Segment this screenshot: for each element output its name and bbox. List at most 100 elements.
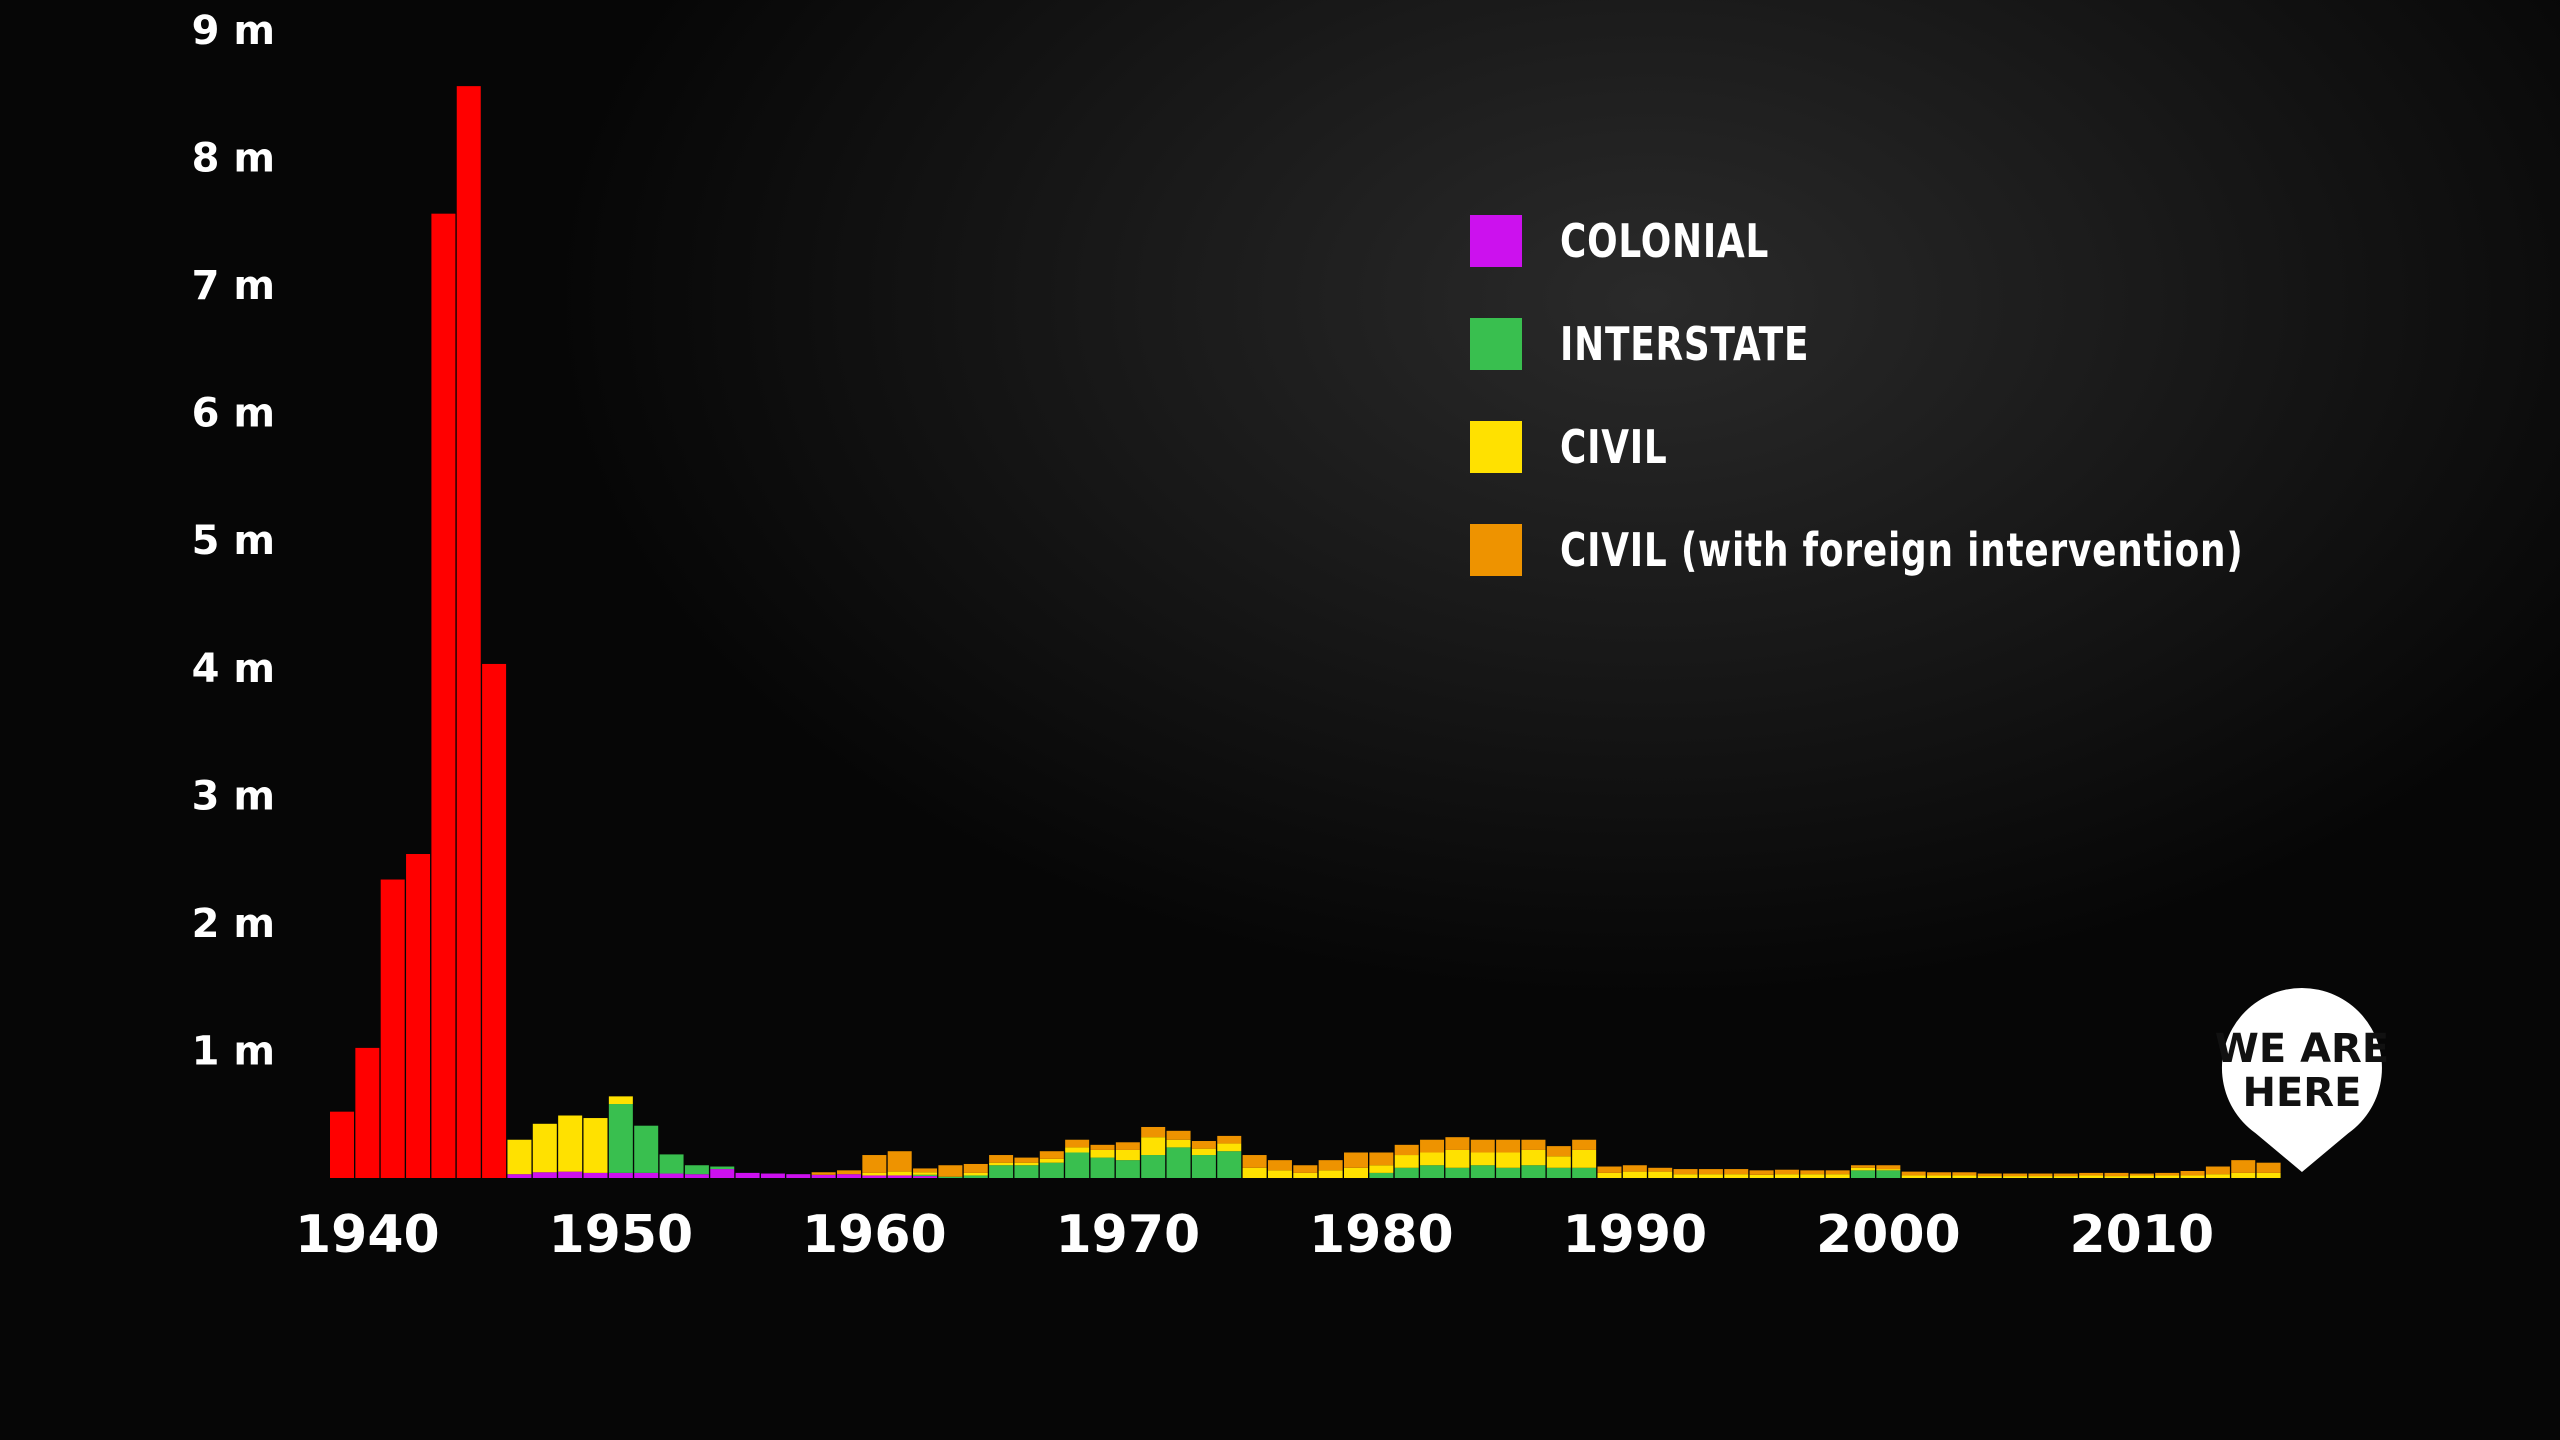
y-tick-label: 4 m xyxy=(192,646,275,692)
bar-civil-1973 xyxy=(1191,1148,1216,1156)
bar-ww2-1939 xyxy=(330,1111,354,1178)
bar-interstate-1986 xyxy=(1521,1165,1546,1178)
bar-interstate-1965 xyxy=(989,1165,1014,1178)
bar-interstate-1966 xyxy=(1014,1165,1039,1178)
bar-civil-foreign-1983 xyxy=(1445,1137,1470,1150)
y-tick-label: 5 m xyxy=(192,518,275,564)
bar-civil-1977 xyxy=(1293,1172,1318,1178)
bar-civil-1996 xyxy=(1774,1174,1799,1178)
bar-civil-1984 xyxy=(1470,1152,1495,1166)
bar-civil-foreign-2008 xyxy=(2079,1172,2104,1176)
legend-item-colonial: COLONIAL xyxy=(1470,210,2436,272)
bar-civil-1971 xyxy=(1141,1137,1166,1156)
x-tick-label: 1990 xyxy=(1562,1205,1707,1265)
bar-civil-foreign-1965 xyxy=(989,1155,1014,1163)
bar-civil-foreign-1984 xyxy=(1470,1139,1495,1153)
bar-civil-1992 xyxy=(1673,1174,1698,1178)
bar-colonial-1959 xyxy=(837,1174,861,1178)
y-tick-label: 3 m xyxy=(192,773,275,819)
bar-civil-foreign-1962 xyxy=(913,1168,938,1173)
bar-ww2-1941 xyxy=(380,879,405,1178)
bar-civil-1947 xyxy=(532,1123,557,1173)
bar-civil-2005 xyxy=(2003,1176,2028,1178)
bar-civil-1968 xyxy=(1065,1147,1090,1153)
bar-civil-foreign-2010 xyxy=(2129,1173,2154,1176)
bar-civil-1949 xyxy=(583,1118,608,1173)
bar-civil-foreign-2014 xyxy=(2231,1160,2256,1173)
bar-interstate-1971 xyxy=(1141,1155,1166,1178)
legend-swatch-civil xyxy=(1470,421,1522,473)
bar-civil-foreign-1997 xyxy=(1800,1170,1825,1175)
location-pin-icon xyxy=(2221,987,2382,1172)
bar-civil-foreign-1959 xyxy=(837,1170,861,1175)
bar-civil-foreign-1985 xyxy=(1496,1139,1521,1153)
x-tick-label: 2000 xyxy=(1816,1205,1961,1265)
bar-interstate-1970 xyxy=(1115,1160,1140,1178)
bar-colonial-1954 xyxy=(710,1169,735,1178)
bar-civil-foreign-2007 xyxy=(2053,1173,2078,1177)
bar-civil-1965 xyxy=(989,1162,1014,1166)
bar-civil-2000 xyxy=(1876,1169,1901,1171)
x-tick-label: 1980 xyxy=(1309,1205,1454,1265)
bar-civil-1961 xyxy=(887,1171,912,1176)
bar-civil-foreign-1992 xyxy=(1673,1169,1698,1175)
bar-civil-foreign-2000 xyxy=(1876,1165,1901,1170)
x-tick-label: 1950 xyxy=(548,1205,693,1265)
bar-colonial-1961 xyxy=(887,1175,912,1178)
bar-civil-1988 xyxy=(1572,1149,1597,1168)
bar-civil-2009 xyxy=(2104,1176,2129,1178)
bar-interstate-1968 xyxy=(1065,1152,1090,1178)
bar-civil-1962 xyxy=(913,1172,938,1175)
bar-civil-2012 xyxy=(2180,1175,2205,1178)
bar-civil-foreign-1975 xyxy=(1242,1155,1267,1168)
bar-colonial-1960 xyxy=(862,1175,887,1178)
bar-civil-2015 xyxy=(2256,1172,2281,1178)
bar-civil-1999 xyxy=(1851,1167,1875,1171)
bar-interstate-1974 xyxy=(1217,1151,1242,1178)
bar-ww2-1945 xyxy=(482,663,507,1178)
bar-civil-foreign-1987 xyxy=(1546,1146,1571,1157)
bar-interstate-1952 xyxy=(659,1154,684,1174)
bar-civil-1976 xyxy=(1267,1170,1292,1178)
bar-civil-foreign-1971 xyxy=(1141,1126,1166,1138)
bar-interstate-1951 xyxy=(634,1125,659,1173)
bar-ww2-1942 xyxy=(406,854,431,1178)
bar-civil-1978 xyxy=(1318,1170,1343,1178)
bar-civil-2010 xyxy=(2129,1175,2154,1178)
bar-civil-foreign-1999 xyxy=(1851,1165,1875,1168)
bar-interstate-1964 xyxy=(963,1175,988,1178)
legend-item-interstate: INTERSTATE xyxy=(1470,313,2436,375)
bar-colonial-1951 xyxy=(634,1172,659,1178)
bar-ww2-1940 xyxy=(355,1047,380,1178)
bar-civil-1979 xyxy=(1344,1167,1368,1178)
bar-civil-foreign-1958 xyxy=(811,1172,836,1175)
y-tick-label: 8 m xyxy=(192,136,275,182)
bar-interstate-1988 xyxy=(1572,1167,1597,1178)
bar-civil-1983 xyxy=(1445,1149,1470,1168)
bar-colonial-1953 xyxy=(684,1174,709,1178)
bar-interstate-1982 xyxy=(1420,1165,1445,1178)
x-tick-label: 1960 xyxy=(802,1205,947,1265)
bar-civil-foreign-1994 xyxy=(1724,1169,1749,1175)
bar-civil-1997 xyxy=(1800,1174,1825,1178)
bar-civil-foreign-2009 xyxy=(2104,1172,2129,1177)
bar-civil-2014 xyxy=(2231,1172,2256,1178)
bar-interstate-1962 xyxy=(913,1174,938,1177)
bar-civil-1990 xyxy=(1622,1171,1647,1178)
bar-civil-1975 xyxy=(1242,1167,1267,1178)
bar-civil-foreign-1961 xyxy=(887,1151,912,1172)
bar-interstate-1987 xyxy=(1546,1167,1571,1178)
bar-civil-1950 xyxy=(608,1096,633,1105)
bar-civil-1948 xyxy=(558,1115,583,1172)
bar-civil-foreign-1963 xyxy=(938,1165,963,1177)
bar-civil-1989 xyxy=(1597,1172,1622,1178)
bar-civil-1998 xyxy=(1825,1174,1850,1178)
bar-civil-1946 xyxy=(507,1139,532,1175)
legend-swatch-interstate xyxy=(1470,318,1522,370)
bar-civil-1981 xyxy=(1394,1155,1419,1168)
bar-civil-1960 xyxy=(862,1172,887,1176)
bar-civil-foreign-2011 xyxy=(2155,1172,2180,1176)
legend-label-civil: CIVIL xyxy=(1560,420,1668,474)
